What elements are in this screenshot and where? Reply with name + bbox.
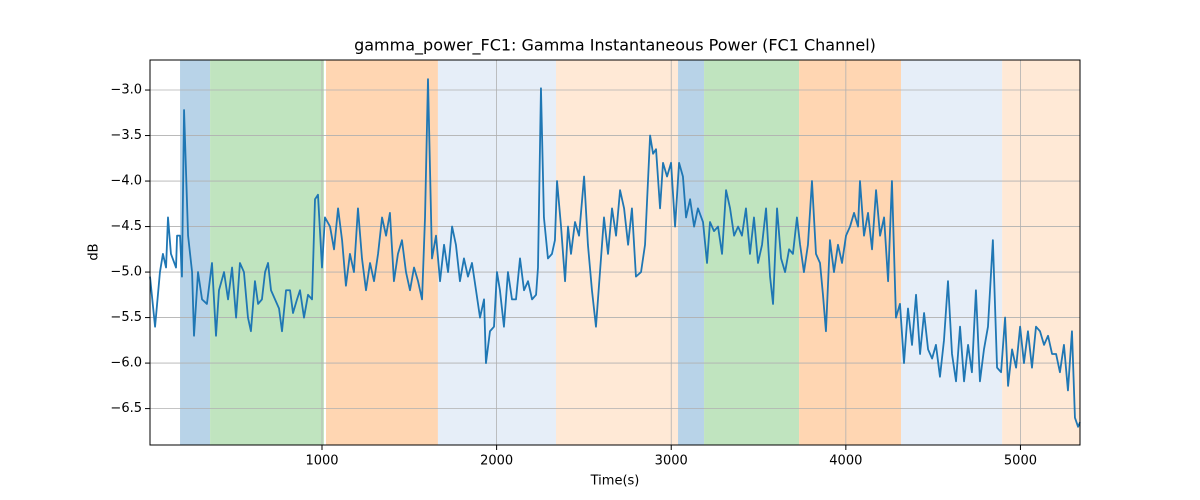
y-tick-label: −5.0 <box>110 265 142 280</box>
x-tick-label: 5000 <box>1004 454 1037 469</box>
y-tick-label: −4.5 <box>110 219 142 234</box>
y-tick-label: −3.0 <box>110 83 142 98</box>
x-tick-label: 4000 <box>829 454 862 469</box>
y-tick-label: −5.5 <box>110 310 142 325</box>
y-tick-label: −6.5 <box>110 401 142 416</box>
y-tick-label: −6.0 <box>110 356 142 371</box>
shaded-region <box>326 60 438 445</box>
y-axis-label: dB <box>87 243 102 260</box>
x-tick-label: 1000 <box>305 454 338 469</box>
x-tick-label: 3000 <box>655 454 688 469</box>
shaded-region <box>555 60 679 445</box>
y-tick-label: −3.5 <box>110 128 142 143</box>
chart-title: gamma_power_FC1: Gamma Instantaneous Pow… <box>354 36 876 56</box>
plot-frame <box>149 59 1081 446</box>
shaded-region <box>704 60 800 445</box>
y-tick-label: −4.0 <box>110 174 142 189</box>
shaded-region <box>678 60 705 445</box>
shaded-region <box>210 60 324 445</box>
x-axis-label: Time(s) <box>590 474 640 489</box>
data-line <box>149 78 1081 428</box>
shaded-region <box>901 60 1003 445</box>
x-tick-label: 2000 <box>480 454 513 469</box>
